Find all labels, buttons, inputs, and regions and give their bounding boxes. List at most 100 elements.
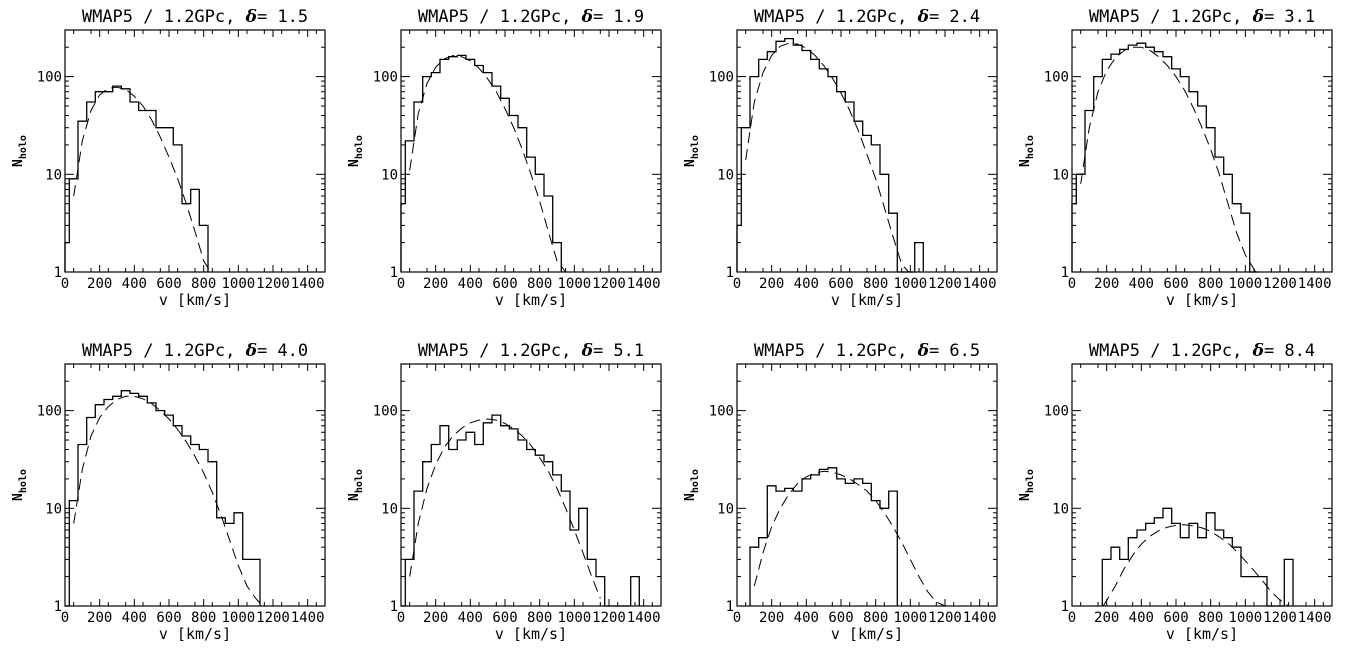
histogram-line	[400, 54, 562, 272]
x-tick-label: 200	[423, 610, 448, 626]
y-tick-label: 10	[45, 501, 62, 517]
x-tick-label: 1200	[928, 276, 962, 292]
panel-6: WMAP5 / 1.2GPc, δ= 5.1 0 200 400 600 800 1000 1…	[347, 341, 662, 643]
panel-8: WMAP5 / 1.2GPc, δ= 8.40 200 400 600 800 1000 1…	[1018, 341, 1333, 643]
x-tick-label: 800	[191, 610, 216, 626]
x-tick-label: 400	[458, 610, 483, 626]
x-tick-label: 1200	[256, 276, 290, 292]
fit-curve-dashed	[745, 42, 909, 273]
fit-curve-dashed	[409, 418, 601, 599]
x-tick-label: 800	[863, 610, 888, 626]
histogram-line	[1071, 42, 1259, 273]
x-tick-label: 0	[1068, 610, 1076, 626]
x-tick-label: 800	[191, 276, 216, 292]
x-tick-label: 1400	[291, 276, 325, 292]
x-tick-label: 600	[492, 276, 517, 292]
x-tick-label: 200	[423, 276, 448, 292]
panel-title: WMAP5 / 1.2GPc, δ= 6.5	[754, 341, 980, 361]
panel-2: WMAP5 / 1.2GPc, δ= 1.90 200 400 600 800 1000 1…	[347, 7, 662, 309]
y-tick-label: 10	[1052, 167, 1069, 183]
x-axis-label: v [km/s]	[831, 291, 903, 309]
x-tick-label: 1000	[893, 610, 927, 626]
y-tick-label: 1	[1061, 265, 1069, 281]
y-tick-label: 100	[709, 404, 734, 420]
x-tick-label: 1000	[893, 276, 927, 292]
x-tick-label: 400	[122, 276, 147, 292]
x-tick-label: 1400	[1298, 276, 1332, 292]
x-tick-label: 1200	[592, 610, 626, 626]
x-tick-label: 0	[397, 610, 405, 626]
y-tick-label: 100	[709, 70, 734, 86]
x-tick-label: 400	[122, 610, 147, 626]
y-tick-label: 1	[390, 265, 398, 281]
y-tick-label: 100	[37, 404, 62, 420]
x-tick-label: 800	[1198, 610, 1223, 626]
panel-title: WMAP5 / 1.2GPc, δ= 2.4	[754, 7, 980, 27]
x-tick-label: 400	[794, 610, 819, 626]
y-tick-label: 10	[1052, 501, 1069, 517]
x-tick-label: 0	[397, 276, 405, 292]
x-tick-label: 1000	[557, 610, 591, 626]
y-axis-label: Nholo	[347, 135, 365, 167]
x-tick-label: 400	[794, 276, 819, 292]
histogram-line	[401, 414, 640, 607]
x-tick-label: 0	[733, 276, 741, 292]
x-tick-label: 0	[733, 610, 741, 626]
x-tick-label: 400	[458, 276, 483, 292]
y-axis-label: Nholo	[347, 469, 365, 501]
x-tick-label: 1200	[928, 610, 962, 626]
x-tick-label: 0	[61, 276, 69, 292]
x-tick-label: 1400	[963, 276, 997, 292]
y-axis-label: Nholo	[11, 469, 29, 501]
x-tick-label: 1200	[592, 276, 626, 292]
y-tick-label: 100	[37, 70, 62, 86]
x-tick-label: 1200	[1263, 610, 1297, 626]
x-tick-label: 800	[527, 610, 552, 626]
histogram-line	[1101, 507, 1294, 607]
fit-curve-dashed	[73, 86, 212, 273]
x-tick-label: 400	[1129, 276, 1154, 292]
panel-title: WMAP5 / 1.2GPc, δ= 5.1	[418, 341, 644, 361]
y-tick-label: 100	[1044, 404, 1069, 420]
x-tick-label: 1200	[1263, 276, 1297, 292]
fit-curve-dashed	[753, 470, 946, 607]
x-tick-label: 800	[527, 276, 552, 292]
panel-title: WMAP5 / 1.2GPc, δ= 8.4	[1089, 341, 1315, 361]
panel-5: WMAP5 / 1.2GPc, δ= 4.00 200 400 600 800 1000 1…	[11, 341, 326, 643]
x-tick-label: 800	[863, 276, 888, 292]
histogram-line	[64, 85, 209, 272]
plot-frame	[64, 363, 326, 607]
panel-7: WMAP5 / 1.2GPc, δ= 6.50 200 400 600 800 1000 1…	[683, 341, 998, 643]
x-tick-label: 600	[1163, 610, 1188, 626]
x-tick-label: 1200	[256, 610, 290, 626]
fit-curve-dashed	[73, 395, 263, 607]
x-axis-label: v [km/s]	[159, 291, 231, 309]
plot-frame	[1071, 363, 1333, 607]
x-tick-label: 0	[1068, 276, 1076, 292]
x-axis-label: v [km/s]	[831, 625, 903, 643]
panel-title: WMAP5 / 1.2GPc, δ= 1.9	[418, 7, 644, 27]
x-tick-label: 800	[1198, 276, 1223, 292]
panel-title: WMAP5 / 1.2GPc, δ= 4.0	[82, 341, 308, 361]
y-axis-label: Nholo	[11, 135, 29, 167]
y-tick-label: 10	[717, 167, 734, 183]
x-tick-label: 200	[87, 276, 112, 292]
x-tick-label: 600	[828, 276, 853, 292]
x-tick-label: 1400	[963, 610, 997, 626]
y-axis-label: Nholo	[683, 135, 701, 167]
y-tick-label: 1	[726, 599, 734, 615]
y-axis-label: Nholo	[1018, 135, 1036, 167]
y-tick-label: 100	[1044, 70, 1069, 86]
y-axis-label: Nholo	[683, 469, 701, 501]
x-axis-label: v [km/s]	[1166, 291, 1238, 309]
x-tick-label: 0	[61, 610, 69, 626]
x-axis-label: v [km/s]	[495, 291, 567, 309]
y-tick-label: 1	[1061, 599, 1069, 615]
x-tick-label: 200	[759, 276, 784, 292]
y-axis-label: Nholo	[1018, 469, 1036, 501]
x-tick-label: 400	[1129, 610, 1154, 626]
panel-1: WMAP5 / 1.2GPc, δ= 1.50 200 400 600 800 1000 1…	[11, 7, 326, 309]
y-tick-label: 10	[381, 167, 398, 183]
x-tick-label: 600	[1163, 276, 1188, 292]
x-tick-label: 600	[492, 610, 517, 626]
